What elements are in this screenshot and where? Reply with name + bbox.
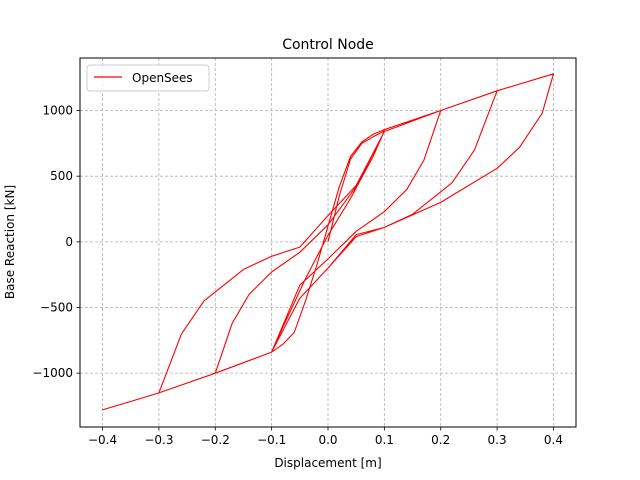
legend-label: OpenSees: [132, 71, 193, 85]
legend-box: [86, 64, 210, 92]
plot-area: [102, 73, 555, 411]
chart-title: Control Node: [282, 37, 374, 53]
x-tick-label: 0.4: [544, 433, 563, 447]
y-tick-label: −1000: [32, 366, 73, 380]
y-tick-label: 1000: [42, 104, 73, 118]
y-axis-ticks: −1000 −500 0 500 1000: [32, 104, 80, 380]
series-line-opensees: [102, 73, 555, 411]
y-tick-label: 0: [65, 235, 73, 249]
x-tick-label: −0.3: [144, 433, 173, 447]
y-tick-label: −500: [40, 301, 73, 315]
y-tick-label: 500: [50, 169, 73, 183]
legend: OpenSees: [86, 64, 210, 92]
x-tick-label: 0.3: [488, 433, 507, 447]
x-tick-label: 0.0: [318, 433, 337, 447]
x-tick-label: 0.1: [375, 433, 394, 447]
x-axis-label: Displacement [m]: [274, 456, 381, 470]
x-axis-ticks: −0.4 −0.3 −0.2 −0.1 0.0 0.1 0.2 0.3 0.4: [88, 427, 563, 447]
x-tick-label: −0.4: [88, 433, 117, 447]
y-axis-label: Base Reaction [kN]: [3, 185, 17, 299]
x-tick-label: 0.2: [431, 433, 450, 447]
x-tick-label: −0.1: [257, 433, 286, 447]
grid-lines: [80, 58, 576, 427]
x-tick-label: −0.2: [201, 433, 230, 447]
